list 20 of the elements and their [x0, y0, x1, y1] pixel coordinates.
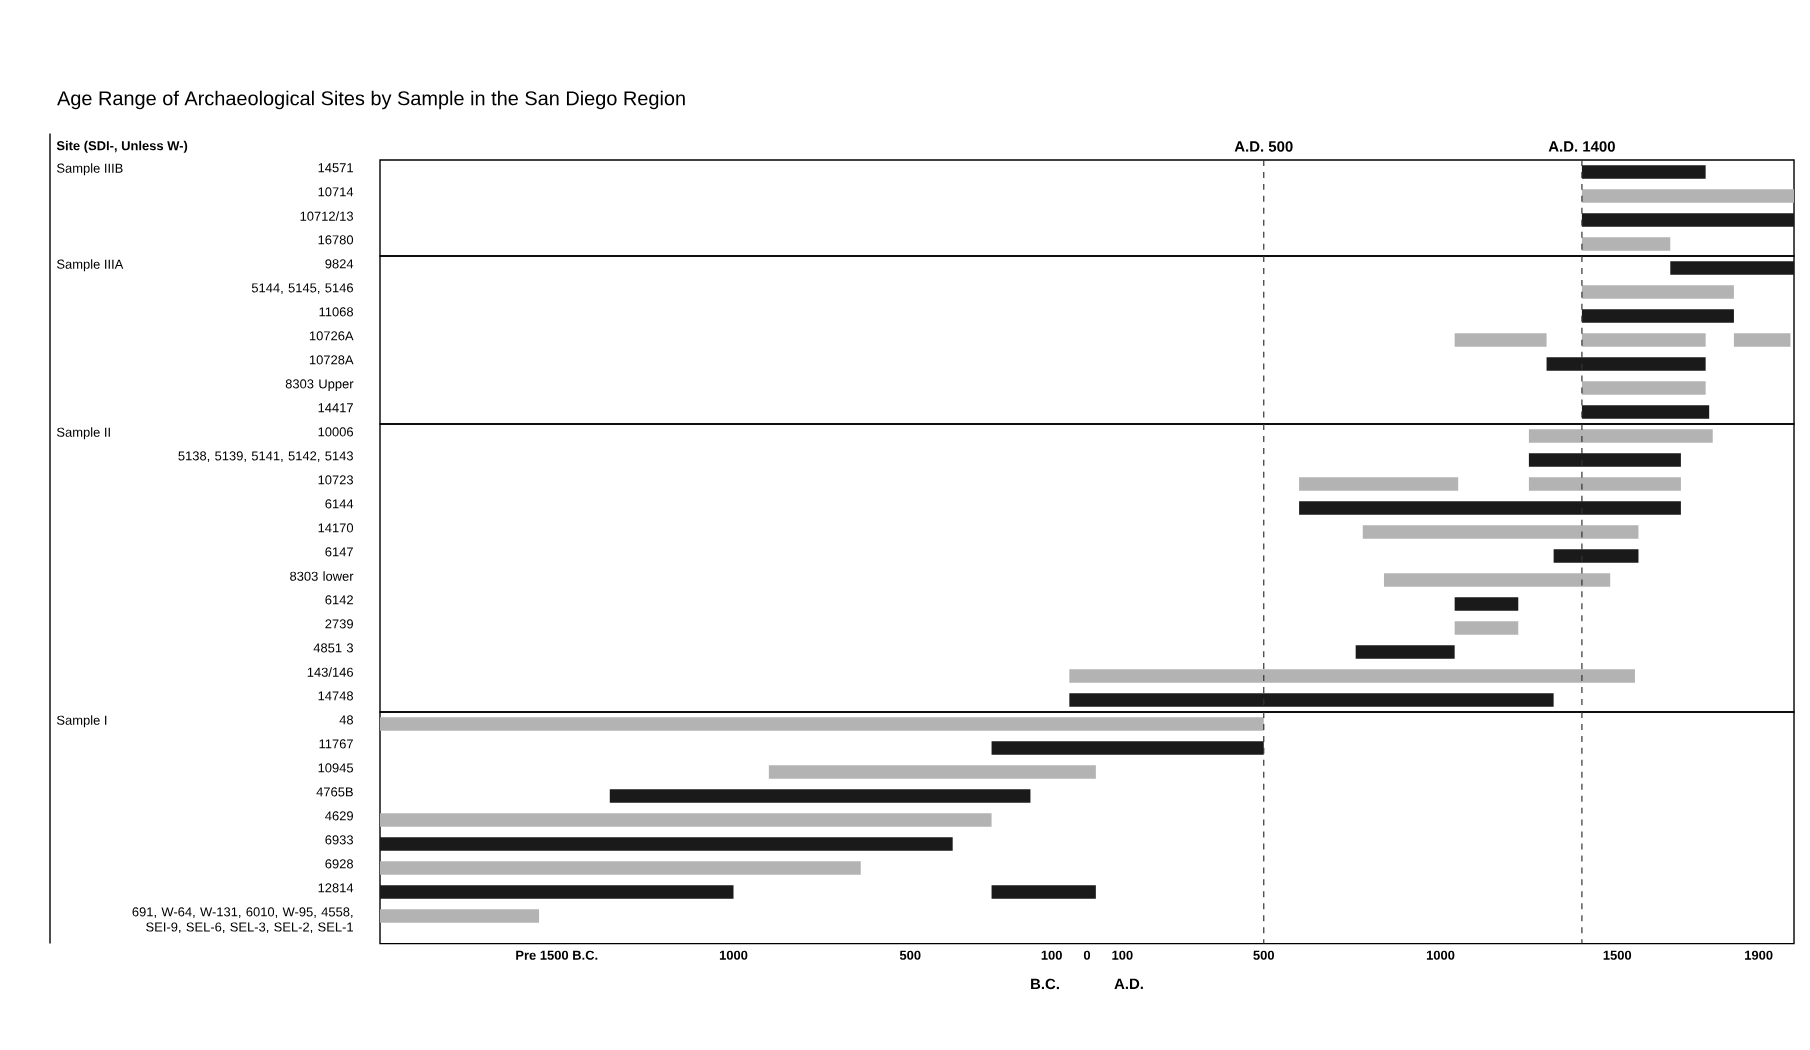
- bar: [1528, 453, 1681, 467]
- bar: [768, 765, 1096, 779]
- bar: [991, 885, 1096, 899]
- bar: [1733, 333, 1791, 347]
- bar: [380, 909, 540, 923]
- bar: [380, 813, 992, 827]
- bar: [1454, 333, 1547, 347]
- bar: [1355, 645, 1455, 659]
- bar: [1299, 477, 1459, 491]
- bar: [1553, 549, 1639, 563]
- chart-title: Age Range of Archaeological Sites by Sample in the San Diego Region: [57, 90, 685, 110]
- bar: [380, 861, 861, 875]
- bar: [380, 717, 1264, 731]
- bar: [1581, 405, 1710, 419]
- bar: [1546, 357, 1706, 371]
- bar: [1581, 309, 1734, 323]
- bar: [1670, 261, 1795, 275]
- bar: [1069, 693, 1554, 707]
- bar: [1299, 501, 1681, 515]
- bar: [1454, 597, 1519, 611]
